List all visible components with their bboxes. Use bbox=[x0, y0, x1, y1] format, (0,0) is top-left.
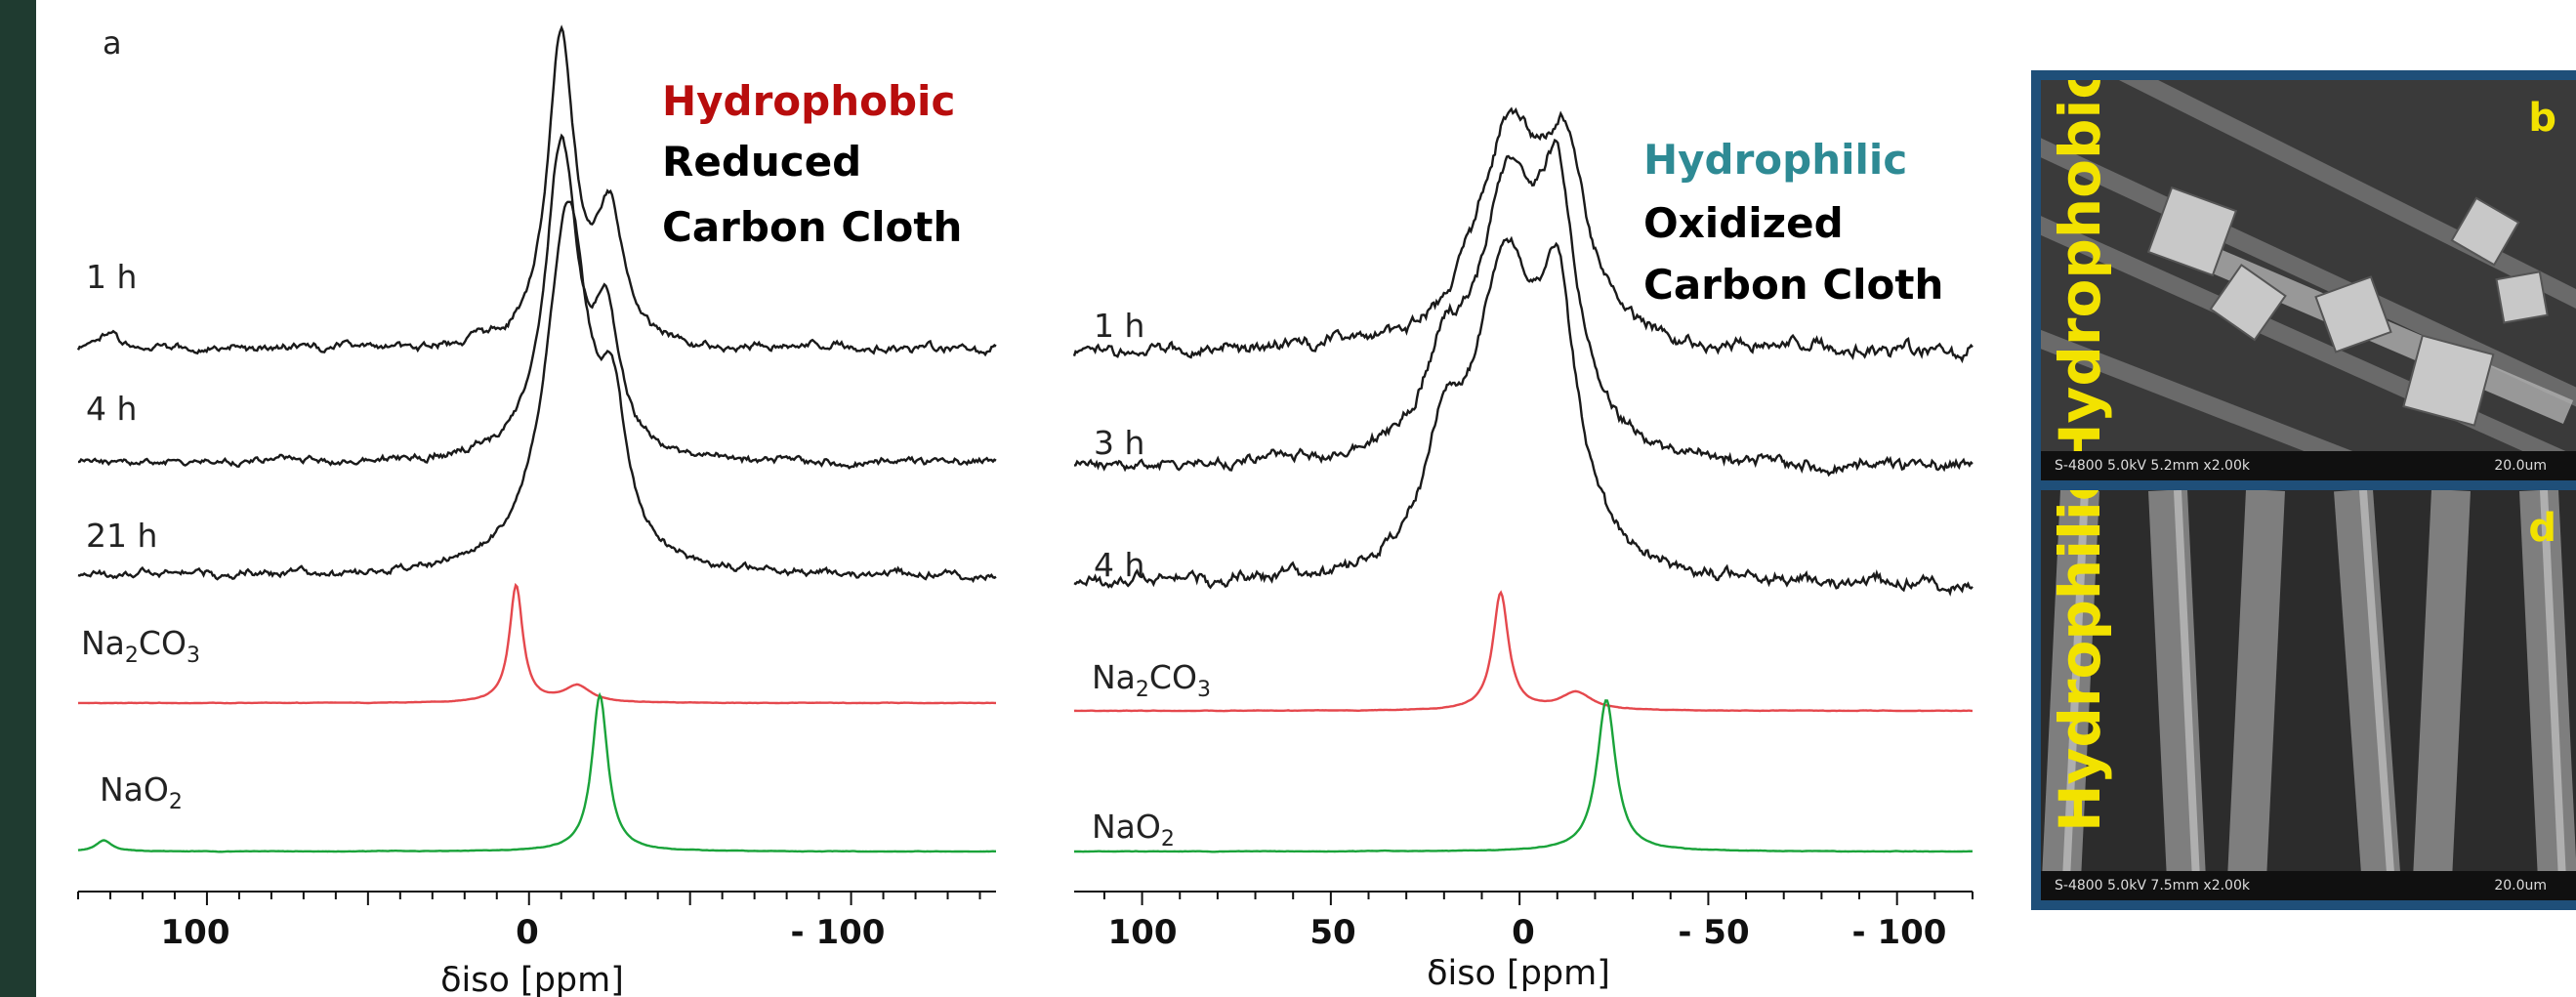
label-na2co3: Na2CO3 bbox=[1092, 658, 1211, 702]
sem-scale-info: S-4800 5.0kV 7.5mm x2.00k bbox=[2055, 878, 2250, 893]
sem-scale-info: S-4800 5.0kV 5.2mm x2.00k bbox=[2055, 458, 2250, 474]
panel-c-traces bbox=[1072, 106, 1974, 853]
sem-image-hydrophilic: Hydrophilic d S-4800 5.0kV 7.5mm x2.00k … bbox=[2041, 490, 2576, 900]
trace-1h bbox=[1072, 106, 1974, 364]
label-3h: 3 h bbox=[1094, 424, 1144, 462]
panel-a: a 1 h 4 h 21 h Na2CO3 NaO2 100 0 - 100 δ… bbox=[76, 24, 997, 997]
carbon-cloth-title: Carbon Cloth bbox=[662, 203, 962, 251]
label-na2co3: Na2CO3 bbox=[81, 624, 200, 668]
reduced-title: Reduced bbox=[662, 138, 861, 186]
tick-label: 100 bbox=[161, 913, 230, 952]
trace-4h bbox=[77, 133, 997, 470]
tick-label: - 100 bbox=[791, 913, 886, 952]
hydrophobic-title: Hydrophobic bbox=[662, 77, 955, 125]
panel-a-ticks bbox=[77, 892, 981, 905]
hydrophilic-title: Hydrophilic bbox=[1643, 136, 1907, 184]
trace-na2co3 bbox=[1073, 590, 1973, 713]
axis-title: δiso [ppm] bbox=[1427, 954, 1610, 993]
trace-4h bbox=[1073, 235, 1974, 597]
panel-letter-a: a bbox=[103, 24, 122, 62]
trace-3h bbox=[1073, 138, 1974, 478]
label-nao2: NaO2 bbox=[1092, 808, 1175, 852]
panel-letter-b: b bbox=[2528, 96, 2556, 141]
sem-scale-length: 20.0um bbox=[2494, 458, 2547, 474]
tick-label: - 50 bbox=[1678, 913, 1749, 952]
sem-micrograph bbox=[2041, 80, 2576, 480]
tick-label: 100 bbox=[1108, 913, 1178, 952]
trace-nao2 bbox=[77, 691, 996, 853]
label-nao2: NaO2 bbox=[100, 770, 183, 814]
label-4h: 4 h bbox=[1094, 546, 1144, 584]
trace-21h bbox=[77, 200, 997, 584]
sem-images-panel: Hydrophobic b S-4800 5.0kV 5.2mm x2.00k … bbox=[2031, 70, 2576, 910]
left-edge-bar bbox=[0, 0, 36, 997]
panel-c: 1 h 3 h 4 h Na2CO3 NaO2 100 50 0 - 50 - … bbox=[1072, 106, 1974, 993]
trace-1h bbox=[76, 24, 997, 357]
label-4h: 4 h bbox=[86, 390, 137, 428]
tick-label: - 100 bbox=[1852, 913, 1947, 952]
trace-nao2 bbox=[1074, 699, 1974, 853]
axis-title: δiso [ppm] bbox=[440, 961, 624, 997]
hydrophilic-vertical-label: Hydrophilic bbox=[2047, 490, 2113, 832]
label-21h: 21 h bbox=[86, 517, 157, 555]
label-1h: 1 h bbox=[1094, 307, 1144, 345]
sem-scale-bar: S-4800 5.0kV 5.2mm x2.00k 20.0um bbox=[2041, 451, 2576, 480]
tick-label: 0 bbox=[516, 913, 539, 952]
oxidized-title: Oxidized bbox=[1643, 199, 1844, 247]
trace-na2co3 bbox=[77, 582, 996, 705]
panel-a-traces bbox=[76, 24, 997, 853]
sem-micrograph bbox=[2041, 490, 2576, 900]
sem-scale-length: 20.0um bbox=[2494, 878, 2547, 893]
label-1h: 1 h bbox=[86, 258, 137, 296]
tick-label: 50 bbox=[1309, 913, 1355, 952]
sem-image-hydrophobic: Hydrophobic b S-4800 5.0kV 5.2mm x2.00k … bbox=[2041, 80, 2576, 480]
tick-label: 0 bbox=[1512, 913, 1535, 952]
hydrophobic-vertical-label: Hydrophobic bbox=[2047, 80, 2113, 471]
panel-letter-d: d bbox=[2528, 506, 2556, 551]
carbon-cloth-title: Carbon Cloth bbox=[1643, 261, 1943, 309]
sem-scale-bar: S-4800 5.0kV 7.5mm x2.00k 20.0um bbox=[2041, 871, 2576, 900]
panel-c-ticks bbox=[1102, 892, 1974, 905]
